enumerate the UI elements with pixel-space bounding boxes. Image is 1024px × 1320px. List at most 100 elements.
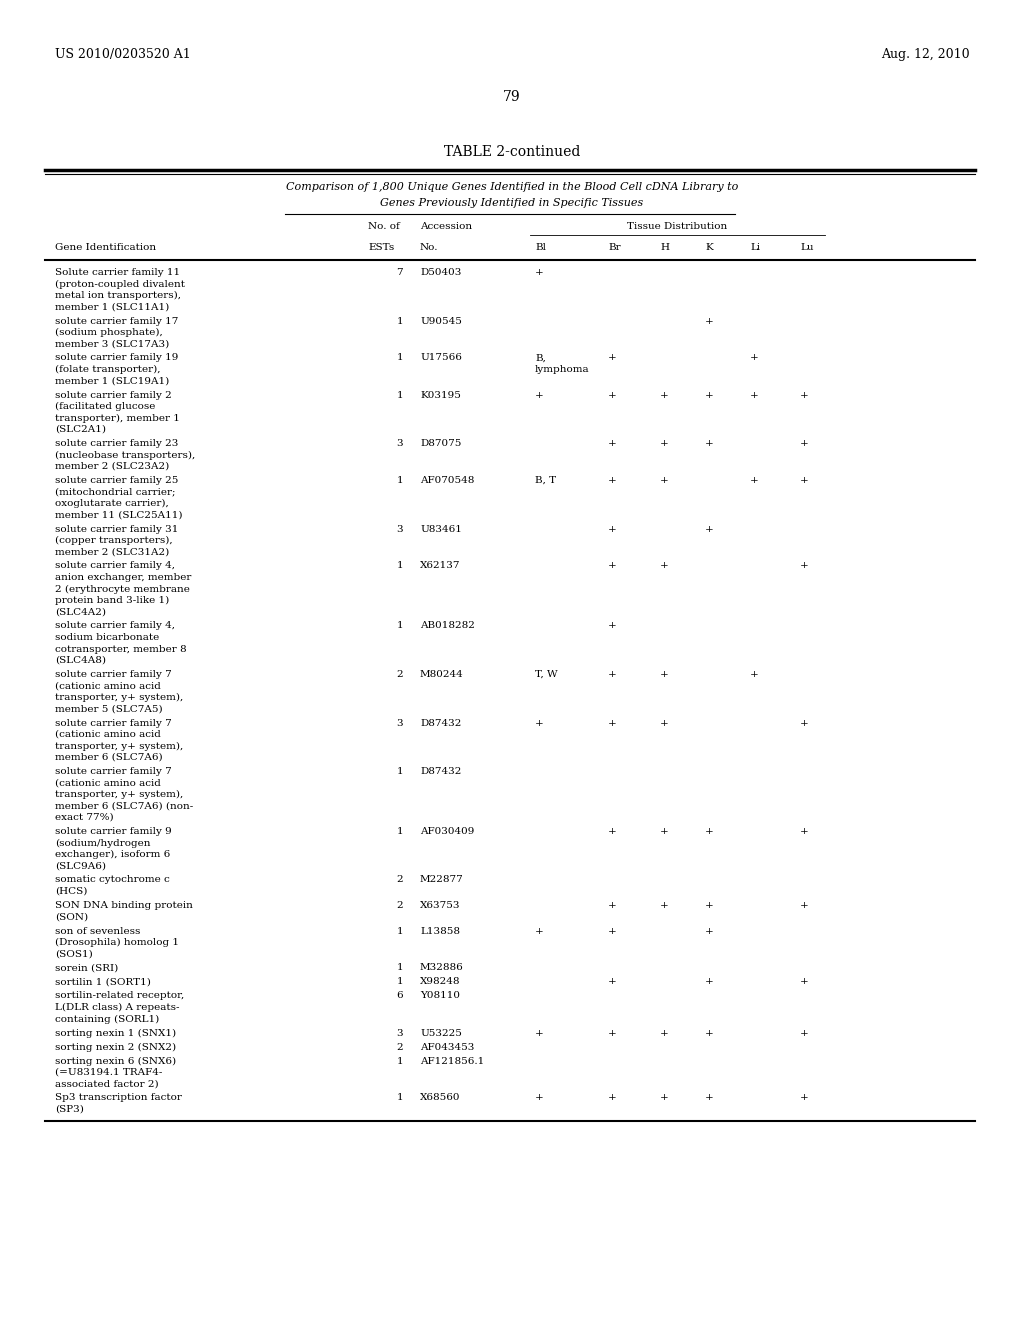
Text: (SP3): (SP3) [55, 1105, 84, 1114]
Text: 1: 1 [396, 964, 403, 973]
Text: +: + [705, 828, 714, 836]
Text: 1: 1 [396, 1056, 403, 1065]
Text: member 2 (SLC31A2): member 2 (SLC31A2) [55, 548, 169, 557]
Text: solute carrier family 4,: solute carrier family 4, [55, 622, 175, 631]
Text: (proton-coupled divalent: (proton-coupled divalent [55, 280, 185, 289]
Text: member 6 (SLC7A6) (non-: member 6 (SLC7A6) (non- [55, 801, 194, 810]
Text: Li: Li [750, 243, 760, 252]
Text: Aug. 12, 2010: Aug. 12, 2010 [882, 48, 970, 61]
Text: +: + [608, 828, 616, 836]
Text: 1: 1 [396, 477, 403, 484]
Text: 1: 1 [396, 1093, 403, 1102]
Text: solute carrier family 23: solute carrier family 23 [55, 440, 178, 447]
Text: K: K [705, 243, 713, 252]
Text: +: + [660, 1093, 669, 1102]
Text: D87432: D87432 [420, 767, 462, 776]
Text: sorein (SRI): sorein (SRI) [55, 964, 118, 973]
Text: +: + [608, 978, 616, 986]
Text: +: + [660, 718, 669, 727]
Text: +: + [608, 927, 616, 936]
Text: L(DLR class) A repeats-: L(DLR class) A repeats- [55, 1003, 179, 1012]
Text: solute carrier family 2: solute carrier family 2 [55, 391, 172, 400]
Text: (folate transporter),: (folate transporter), [55, 366, 161, 374]
Text: U17566: U17566 [420, 354, 462, 363]
Text: +: + [535, 391, 544, 400]
Text: +: + [800, 1093, 809, 1102]
Text: No. of: No. of [368, 222, 399, 231]
Text: +: + [705, 1093, 714, 1102]
Text: Comparison of 1,800 Unique Genes Identified in the Blood Cell cDNA Library to: Comparison of 1,800 Unique Genes Identif… [286, 182, 738, 191]
Text: 1: 1 [396, 978, 403, 986]
Text: sodium bicarbonate: sodium bicarbonate [55, 634, 160, 642]
Text: T, W: T, W [535, 671, 558, 678]
Text: AF070548: AF070548 [420, 477, 474, 484]
Text: solute carrier family 31: solute carrier family 31 [55, 524, 178, 533]
Text: +: + [660, 391, 669, 400]
Text: member 3 (SLC17A3): member 3 (SLC17A3) [55, 339, 169, 348]
Text: 1: 1 [396, 354, 403, 363]
Text: 2: 2 [396, 902, 403, 909]
Text: 7: 7 [396, 268, 403, 277]
Text: +: + [608, 477, 616, 484]
Text: +: + [705, 524, 714, 533]
Text: 1: 1 [396, 317, 403, 326]
Text: (cationic amino acid: (cationic amino acid [55, 779, 161, 788]
Text: AF043453: AF043453 [420, 1043, 474, 1052]
Text: +: + [660, 561, 669, 570]
Text: M80244: M80244 [420, 671, 464, 678]
Text: solute carrier family 7: solute carrier family 7 [55, 718, 172, 727]
Text: sorting nexin 6 (SNX6): sorting nexin 6 (SNX6) [55, 1056, 176, 1065]
Text: X63753: X63753 [420, 902, 461, 909]
Text: son of sevenless: son of sevenless [55, 927, 140, 936]
Text: (SOS1): (SOS1) [55, 949, 93, 958]
Text: solute carrier family 25: solute carrier family 25 [55, 477, 178, 484]
Text: (sodium/hydrogen: (sodium/hydrogen [55, 838, 151, 847]
Text: +: + [800, 828, 809, 836]
Text: US 2010/0203520 A1: US 2010/0203520 A1 [55, 48, 190, 61]
Text: member 6 (SLC7A6): member 6 (SLC7A6) [55, 752, 163, 762]
Text: (HCS): (HCS) [55, 887, 87, 896]
Text: Solute carrier family 11: Solute carrier family 11 [55, 268, 180, 277]
Text: +: + [608, 902, 616, 909]
Text: 2: 2 [396, 671, 403, 678]
Text: member 11 (SLC25A11): member 11 (SLC25A11) [55, 511, 182, 520]
Text: +: + [705, 317, 714, 326]
Text: Br: Br [608, 243, 621, 252]
Text: solute carrier family 17: solute carrier family 17 [55, 317, 178, 326]
Text: (=U83194.1 TRAF4-: (=U83194.1 TRAF4- [55, 1068, 163, 1077]
Text: 1: 1 [396, 828, 403, 836]
Text: +: + [750, 477, 759, 484]
Text: 2: 2 [396, 875, 403, 884]
Text: (Drosophila) homolog 1: (Drosophila) homolog 1 [55, 939, 179, 948]
Text: (SLC4A2): (SLC4A2) [55, 607, 106, 616]
Text: associated factor 2): associated factor 2) [55, 1080, 159, 1089]
Text: +: + [800, 477, 809, 484]
Text: 2: 2 [396, 1043, 403, 1052]
Text: Genes Previously Identified in Specific Tissues: Genes Previously Identified in Specific … [380, 198, 644, 209]
Text: exchanger), isoform 6: exchanger), isoform 6 [55, 850, 170, 859]
Text: sortilin 1 (SORT1): sortilin 1 (SORT1) [55, 978, 151, 986]
Text: No.: No. [420, 243, 438, 252]
Text: +: + [705, 391, 714, 400]
Text: sortilin-related receptor,: sortilin-related receptor, [55, 991, 184, 1001]
Text: 1: 1 [396, 927, 403, 936]
Text: (SON): (SON) [55, 912, 88, 921]
Text: containing (SORL1): containing (SORL1) [55, 1015, 160, 1023]
Text: B, T: B, T [535, 477, 556, 484]
Text: 3: 3 [396, 1028, 403, 1038]
Text: U83461: U83461 [420, 524, 462, 533]
Text: +: + [800, 391, 809, 400]
Text: +: + [705, 978, 714, 986]
Text: solute carrier family 9: solute carrier family 9 [55, 828, 172, 836]
Text: exact 77%): exact 77%) [55, 813, 114, 822]
Text: +: + [800, 902, 809, 909]
Text: D50403: D50403 [420, 268, 462, 277]
Text: anion exchanger, member: anion exchanger, member [55, 573, 191, 582]
Text: 1: 1 [396, 767, 403, 776]
Text: Lu: Lu [800, 243, 813, 252]
Text: +: + [750, 391, 759, 400]
Text: member 2 (SLC23A2): member 2 (SLC23A2) [55, 462, 169, 471]
Text: 6: 6 [396, 991, 403, 1001]
Text: +: + [705, 902, 714, 909]
Text: X62137: X62137 [420, 561, 461, 570]
